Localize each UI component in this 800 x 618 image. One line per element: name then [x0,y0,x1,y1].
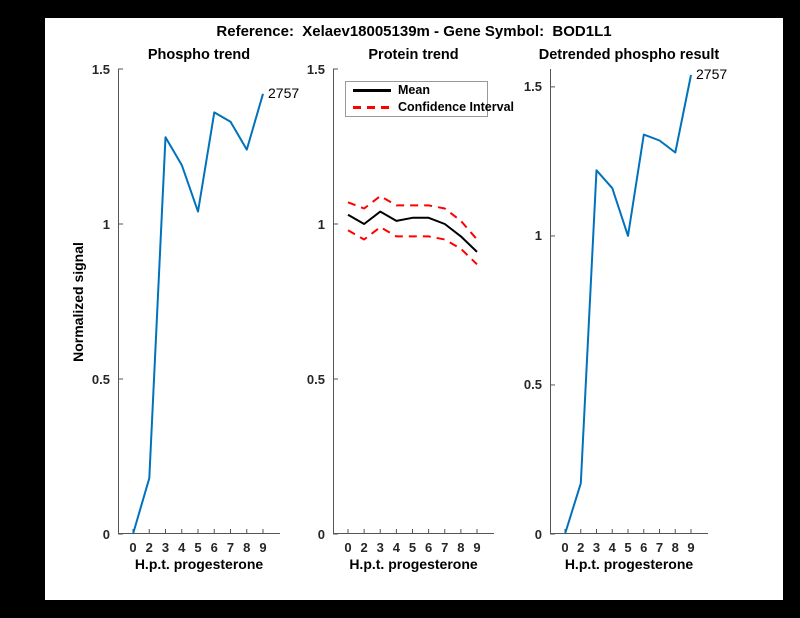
x-tick-label: 2 [577,540,585,555]
series-line-confidence-interval-lower- [347,226,478,266]
series-endpoint-label: 2757 [696,65,728,82]
x-tick-label: 5 [194,540,202,555]
x-tick-label: 4 [178,540,186,555]
x-tick-label: 0 [561,540,569,555]
y-tick-label: 0 [534,526,542,542]
y-tick-label: 0.5 [306,371,325,387]
x-tick-label: 2 [145,540,153,555]
x-tick-label: 6 [210,540,218,555]
x-tick-label: 8 [671,540,679,555]
x-tick-label: 9 [259,540,267,555]
legend-ci-label: Confidence Interval [398,100,514,114]
y-tick-label: 0.5 [523,377,542,393]
series-line-detrended-phospho-signal [564,74,692,535]
y-tick-label: 1 [534,228,542,244]
x-tick-label: 7 [226,540,235,555]
chart-title-phospho: Phospho trend [147,47,251,63]
x-tick-label: 6 [640,540,648,555]
legend-mean-label: Mean [398,83,430,97]
y-tick-label: 1.5 [91,61,110,77]
x-axis-label-detrended: H.p.t. progesterone [564,556,694,572]
series-line-phospho-signal [132,93,264,535]
legend: Mean Confidence Interval [345,81,514,117]
subplot-protein-trend: Protein trend Mean Confidence Interval H… [307,47,514,572]
figure-title: Reference: Xelaev18005139m - Gene Symbol… [216,23,612,40]
legend-entry-confidence-interval: Confidence Interval [346,100,514,115]
legend-entry-mean: Mean [346,83,487,98]
x-tick-label: 8 [243,540,251,555]
x-tick-label: 9 [473,540,481,555]
x-tick-label: 6 [425,540,433,555]
y-tick-label: 1 [317,216,325,232]
x-tick-label: 2 [360,540,368,555]
x-tick-label: 9 [687,540,695,555]
y-tick-label: 0 [102,526,110,542]
chart-title-protein: Protein trend [368,47,459,63]
series-line-mean [347,210,478,253]
plot-area-detrended [550,69,708,535]
plot-area-phospho [118,68,280,535]
x-tick-label: 0 [344,540,352,555]
x-tick-label: 3 [161,540,170,555]
x-tick-label: 7 [441,540,449,555]
chart-title-detrended: Detrended phospho result [538,47,720,63]
x-tick-label: 7 [655,540,664,555]
plot-area-protein [333,68,494,535]
figure-canvas: Reference: Xelaev18005139m - Gene Symbol… [45,18,783,600]
x-tick-label: 3 [376,540,384,555]
x-axis-label-phospho: H.p.t. progesterone [134,556,264,572]
x-axis-label-protein: H.p.t. progesterone [349,556,478,572]
series-endpoint-label: 2757 [268,84,300,101]
series-line-confidence-interval-upper- [347,195,478,241]
y-tick-label: 1.5 [306,61,325,77]
x-tick-label: 4 [608,540,616,555]
legend-mean-line-sample [353,89,391,92]
y-tick-label: 0 [317,526,325,542]
x-tick-label: 4 [392,540,400,555]
y-tick-label: 1 [102,216,110,232]
y-tick-label: 0.5 [91,371,110,387]
subplot-phospho-trend: Phospho trend Normalized signal H.p.t. p… [70,47,299,572]
x-tick-label: 5 [624,540,632,555]
y-tick-label: 1.5 [523,79,542,95]
x-tick-label: 0 [129,540,137,555]
x-tick-label: 5 [408,540,417,555]
legend-ci-line-sample [353,106,391,109]
subplot-detrended-phospho: Detrended phospho result H.p.t. progeste… [524,47,727,572]
x-tick-label: 8 [457,540,465,555]
x-tick-label: 3 [592,540,601,555]
